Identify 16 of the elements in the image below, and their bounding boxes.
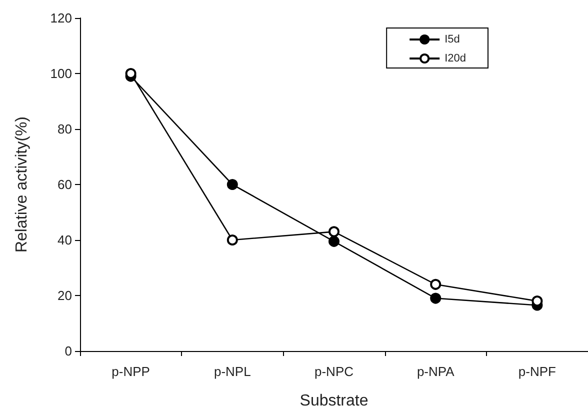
x-tick-label: p-NPP xyxy=(112,364,150,379)
x-tick-label: p-NPC xyxy=(314,364,354,379)
legend-label: I20d xyxy=(444,52,466,64)
x-axis-title: Substrate xyxy=(300,392,368,410)
y-tick-label: 100 xyxy=(50,66,72,81)
x-tick-label: p-NPF xyxy=(518,364,556,379)
x-tick-label: p-NPA xyxy=(416,364,455,379)
y-tick-label: 60 xyxy=(58,177,72,192)
y-tick-label: 40 xyxy=(58,232,72,248)
y-tick-label: 20 xyxy=(58,288,72,303)
y-axis-title: Relative activity(%) xyxy=(14,116,30,253)
y-tick-label: 0 xyxy=(64,344,72,358)
legend-label: I5d xyxy=(444,34,460,46)
y-tick-label: 120 xyxy=(50,10,72,26)
x-tick-label: p-NPL xyxy=(214,364,251,379)
y-tick-label: 80 xyxy=(58,122,72,136)
